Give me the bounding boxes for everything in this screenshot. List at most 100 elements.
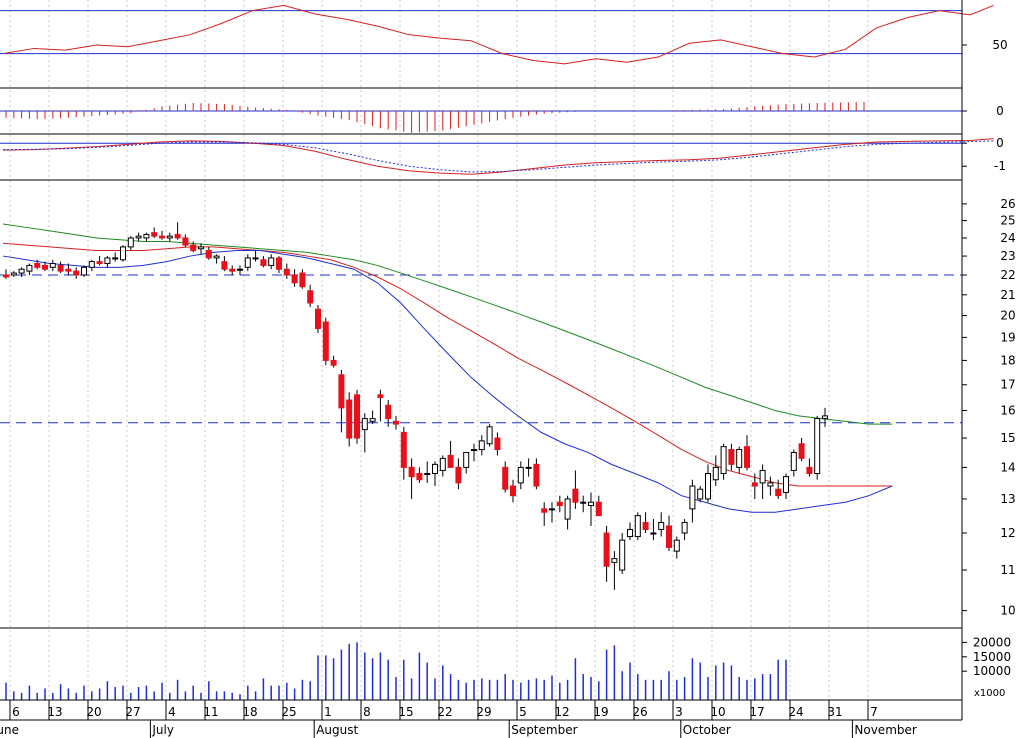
candle bbox=[619, 533, 626, 574]
candle bbox=[744, 435, 750, 471]
candle bbox=[49, 259, 56, 272]
candle bbox=[822, 407, 828, 427]
candle bbox=[627, 522, 633, 541]
month-label: November bbox=[854, 723, 916, 737]
candle bbox=[775, 479, 782, 499]
candle-body bbox=[34, 263, 41, 268]
candle-body bbox=[611, 558, 618, 563]
candle bbox=[783, 473, 789, 499]
macd-panel bbox=[0, 138, 994, 175]
candle bbox=[416, 467, 423, 483]
candle-body bbox=[494, 437, 501, 451]
candle-body bbox=[283, 268, 290, 276]
volume-unit-label: x1000 bbox=[974, 688, 1005, 699]
candle-body bbox=[439, 457, 446, 471]
price-tick-label: 12 bbox=[1000, 526, 1015, 540]
candle bbox=[127, 236, 134, 251]
candle bbox=[525, 458, 532, 477]
candle bbox=[588, 492, 594, 526]
date-tick-label: 19 bbox=[593, 705, 608, 719]
candle-body bbox=[432, 463, 438, 475]
candle bbox=[697, 486, 704, 503]
candle-body bbox=[307, 290, 314, 304]
candle bbox=[34, 259, 41, 270]
candle-body bbox=[603, 532, 610, 567]
candle bbox=[369, 410, 376, 425]
candle-body bbox=[377, 394, 384, 398]
candle-body bbox=[658, 522, 665, 530]
candle-body bbox=[486, 426, 493, 445]
candle-body bbox=[143, 233, 150, 239]
price-tick-label: 24 bbox=[1000, 231, 1015, 245]
candle-body bbox=[525, 466, 532, 469]
candle bbox=[42, 261, 48, 272]
price-tick-label: 10 bbox=[1000, 604, 1015, 618]
month-label: August bbox=[316, 723, 358, 737]
candle bbox=[681, 519, 688, 541]
candle-body bbox=[88, 261, 95, 268]
price-tick-label: 13 bbox=[1000, 492, 1015, 506]
date-tick-label: 29 bbox=[476, 705, 491, 719]
candle-body bbox=[330, 359, 337, 366]
date-tick-label: 6 bbox=[12, 705, 20, 719]
candle-body bbox=[697, 488, 704, 500]
candle-body bbox=[369, 418, 376, 422]
candle-body bbox=[564, 498, 571, 520]
candle-body bbox=[798, 443, 805, 459]
candle-body bbox=[588, 501, 594, 507]
candle-body bbox=[720, 446, 727, 475]
date-tick-label: 26 bbox=[632, 705, 647, 719]
candle bbox=[205, 246, 212, 260]
candle-body bbox=[10, 272, 17, 276]
candle bbox=[26, 263, 33, 275]
candle bbox=[814, 415, 821, 480]
candle-body bbox=[18, 268, 25, 274]
candle bbox=[424, 461, 431, 483]
candle bbox=[471, 443, 477, 462]
candle-body bbox=[182, 237, 189, 246]
candle bbox=[642, 512, 649, 534]
candle-body bbox=[213, 255, 220, 259]
candle-body bbox=[127, 237, 134, 248]
candle-body bbox=[400, 431, 407, 468]
candle-body bbox=[666, 525, 672, 548]
price-tick-label: 16 bbox=[1000, 404, 1015, 418]
candle bbox=[361, 413, 368, 453]
candle-body bbox=[806, 466, 813, 475]
candle bbox=[10, 271, 17, 277]
candle bbox=[151, 227, 158, 238]
date-tick-label: 1 bbox=[324, 705, 332, 719]
candle bbox=[330, 355, 337, 368]
candle bbox=[159, 230, 165, 240]
date-tick-label: 17 bbox=[749, 705, 764, 719]
candle bbox=[221, 256, 228, 272]
candle bbox=[572, 470, 579, 509]
candle-body bbox=[759, 469, 766, 484]
candle-body bbox=[385, 404, 392, 420]
date-tick-label: 13 bbox=[47, 705, 62, 719]
candle-body bbox=[291, 274, 298, 284]
candle bbox=[338, 369, 345, 433]
date-tick-label: 10 bbox=[710, 705, 725, 719]
candle-body bbox=[260, 259, 267, 266]
candle bbox=[790, 449, 797, 477]
candle bbox=[564, 495, 571, 530]
candle bbox=[595, 495, 602, 517]
candle bbox=[705, 464, 711, 503]
date-tick-label: 4 bbox=[168, 705, 176, 719]
candle-body bbox=[198, 246, 204, 250]
candle-body bbox=[221, 261, 228, 270]
candle-body bbox=[463, 451, 470, 468]
vertical-grid bbox=[9, 0, 869, 700]
candle-body bbox=[174, 233, 181, 239]
candle-body bbox=[634, 515, 641, 538]
candle-body bbox=[96, 261, 103, 265]
candle bbox=[486, 424, 493, 447]
candle bbox=[517, 461, 524, 490]
candle bbox=[135, 232, 142, 242]
candle bbox=[767, 476, 774, 496]
candle bbox=[533, 458, 540, 490]
candle-body bbox=[244, 257, 251, 268]
candle-body bbox=[814, 418, 821, 475]
